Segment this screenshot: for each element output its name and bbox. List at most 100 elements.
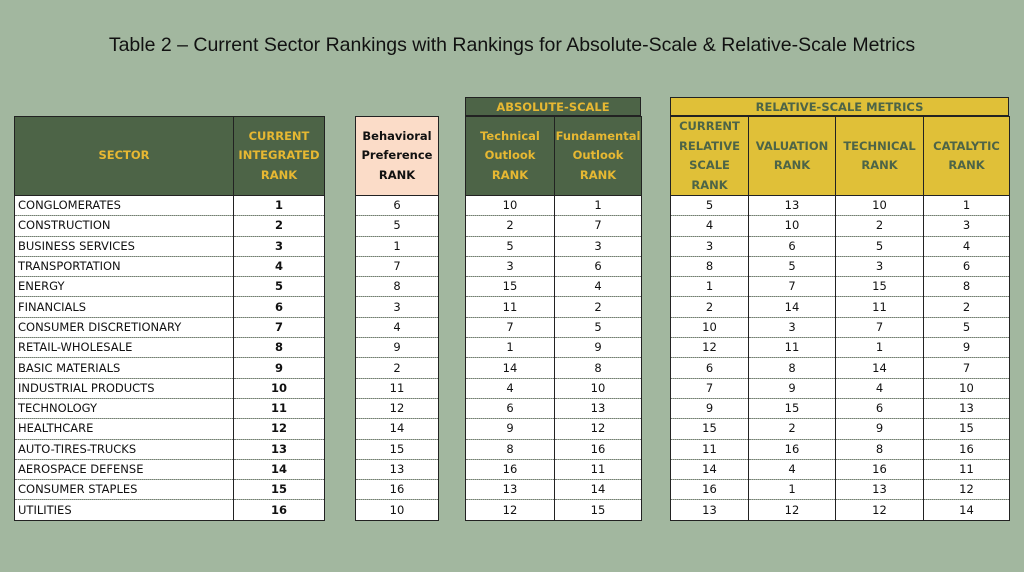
technical-rank-cell: 7 bbox=[835, 317, 924, 339]
header-behavioral-preference-rank: Behavioral Preference RANK bbox=[355, 116, 439, 196]
technical-rank-cell: 3 bbox=[835, 256, 924, 278]
fundamental-outlook-rank-cell: 3 bbox=[554, 236, 642, 257]
table-row: 11 bbox=[355, 378, 439, 399]
sector-ranking-table: SECTOR CURRENT INTEGRATED RANK CONGLOMER… bbox=[14, 116, 325, 521]
behavioral-preference-rank-cell: 7 bbox=[355, 256, 439, 278]
table-row: 13 12 12 14 bbox=[670, 499, 1010, 521]
technical-outlook-rank-cell: 6 bbox=[465, 398, 555, 420]
technical-outlook-rank-cell: 4 bbox=[465, 378, 555, 399]
technical-outlook-rank-cell: 13 bbox=[465, 479, 555, 501]
table-row: 10 bbox=[355, 499, 439, 521]
technical-rank-cell: 4 bbox=[835, 378, 924, 399]
table-row: 2 14 11 2 bbox=[670, 296, 1010, 318]
integrated-rank-cell: 7 bbox=[233, 317, 325, 339]
sector-cell: CONSUMER DISCRETIONARY bbox=[14, 317, 234, 339]
fundamental-outlook-rank-cell: 2 bbox=[554, 296, 642, 318]
catalytic-rank-cell: 4 bbox=[923, 236, 1010, 257]
behavioral-preference-rank-cell: 2 bbox=[355, 357, 439, 379]
sector-cell: RETAIL-WHOLESALE bbox=[14, 337, 234, 359]
integrated-rank-cell: 16 bbox=[233, 499, 325, 521]
table-row: 4 bbox=[355, 317, 439, 339]
table-row: 9 12 bbox=[465, 418, 642, 440]
valuation-rank-cell: 7 bbox=[748, 276, 836, 298]
behavioral-preference-rank-cell: 3 bbox=[355, 296, 439, 318]
table-row: CONSTRUCTION 2 bbox=[14, 215, 325, 237]
behavioral-preference-rank-cell: 15 bbox=[355, 439, 439, 460]
technical-outlook-rank-cell: 16 bbox=[465, 459, 555, 481]
table-row: 5 13 10 1 bbox=[670, 195, 1010, 217]
sector-cell: BASIC MATERIALS bbox=[14, 357, 234, 379]
relative-scale-rank-cell: 2 bbox=[670, 296, 749, 318]
behavioral-preference-rank-cell: 11 bbox=[355, 378, 439, 399]
technical-outlook-rank-cell: 7 bbox=[465, 317, 555, 339]
header-current-relative-scale-rank: CURRENT RELATIVE SCALE RANK bbox=[670, 116, 749, 196]
table-row: 9 15 6 13 bbox=[670, 398, 1010, 420]
technical-rank-cell: 5 bbox=[835, 236, 924, 257]
table-row: 10 1 bbox=[465, 195, 642, 217]
relative-scale-rank-cell: 14 bbox=[670, 459, 749, 481]
relative-scale-rank-cell: 7 bbox=[670, 378, 749, 399]
relative-scale-rank-cell: 12 bbox=[670, 337, 749, 359]
header-fundamental-outlook-rank: Fundamental Outlook RANK bbox=[554, 116, 642, 196]
behavioral-preference-rank-cell: 1 bbox=[355, 236, 439, 257]
fundamental-outlook-rank-cell: 4 bbox=[554, 276, 642, 298]
valuation-rank-cell: 5 bbox=[748, 256, 836, 278]
table-row: 14 4 16 11 bbox=[670, 459, 1010, 481]
relative-scale-rank-cell: 8 bbox=[670, 256, 749, 278]
valuation-rank-cell: 6 bbox=[748, 236, 836, 257]
catalytic-rank-cell: 14 bbox=[923, 499, 1010, 521]
table-row: 13 14 bbox=[465, 479, 642, 501]
technical-outlook-rank-cell: 1 bbox=[465, 337, 555, 359]
integrated-rank-cell: 6 bbox=[233, 296, 325, 318]
valuation-rank-cell: 2 bbox=[748, 418, 836, 440]
catalytic-rank-cell: 6 bbox=[923, 256, 1010, 278]
valuation-rank-cell: 11 bbox=[748, 337, 836, 359]
behavioral-preference-rank-cell: 14 bbox=[355, 418, 439, 440]
behavioral-preference-rank-cell: 8 bbox=[355, 276, 439, 298]
technical-rank-cell: 16 bbox=[835, 459, 924, 481]
table-row: BASIC MATERIALS 9 bbox=[14, 357, 325, 379]
table-row: UTILITIES 16 bbox=[14, 499, 325, 521]
table-row: 15 bbox=[355, 439, 439, 460]
table-row: 6 8 14 7 bbox=[670, 357, 1010, 379]
sector-cell: ENERGY bbox=[14, 276, 234, 298]
table-row: 15 4 bbox=[465, 276, 642, 298]
valuation-rank-cell: 13 bbox=[748, 195, 836, 217]
table-row: TRANSPORTATION 4 bbox=[14, 256, 325, 278]
table-row: 8 16 bbox=[465, 439, 642, 460]
fundamental-outlook-rank-cell: 15 bbox=[554, 499, 642, 521]
header-current-integrated-rank: CURRENT INTEGRATED RANK bbox=[233, 116, 325, 196]
table-row: 12 15 bbox=[465, 499, 642, 521]
fundamental-outlook-rank-cell: 1 bbox=[554, 195, 642, 217]
catalytic-rank-cell: 12 bbox=[923, 479, 1010, 501]
valuation-rank-cell: 3 bbox=[748, 317, 836, 339]
valuation-rank-cell: 4 bbox=[748, 459, 836, 481]
catalytic-rank-cell: 2 bbox=[923, 296, 1010, 318]
fundamental-outlook-rank-cell: 12 bbox=[554, 418, 642, 440]
sector-cell: AEROSPACE DEFENSE bbox=[14, 459, 234, 481]
sector-cell: CONGLOMERATES bbox=[14, 195, 234, 217]
relative-scale-rank-cell: 4 bbox=[670, 215, 749, 237]
table-row: 13 bbox=[355, 459, 439, 481]
integrated-rank-cell: 11 bbox=[233, 398, 325, 420]
catalytic-rank-cell: 15 bbox=[923, 418, 1010, 440]
table-row: 4 10 2 3 bbox=[670, 215, 1010, 237]
technical-rank-cell: 10 bbox=[835, 195, 924, 217]
technical-rank-cell: 14 bbox=[835, 357, 924, 379]
fundamental-outlook-rank-cell: 5 bbox=[554, 317, 642, 339]
technical-rank-cell: 2 bbox=[835, 215, 924, 237]
page-title: Table 2 – Current Sector Rankings with R… bbox=[108, 34, 916, 56]
integrated-rank-cell: 4 bbox=[233, 256, 325, 278]
table-row: 5 bbox=[355, 215, 439, 237]
table-row: 16 bbox=[355, 479, 439, 501]
table-row: 6 bbox=[355, 195, 439, 217]
valuation-rank-cell: 8 bbox=[748, 357, 836, 379]
catalytic-rank-cell: 10 bbox=[923, 378, 1010, 399]
fundamental-outlook-rank-cell: 16 bbox=[554, 439, 642, 460]
behavioral-preference-rank-cell: 5 bbox=[355, 215, 439, 237]
sector-cell: CONSUMER STAPLES bbox=[14, 479, 234, 501]
relative-scale-rank-cell: 6 bbox=[670, 357, 749, 379]
valuation-rank-cell: 1 bbox=[748, 479, 836, 501]
valuation-rank-cell: 14 bbox=[748, 296, 836, 318]
